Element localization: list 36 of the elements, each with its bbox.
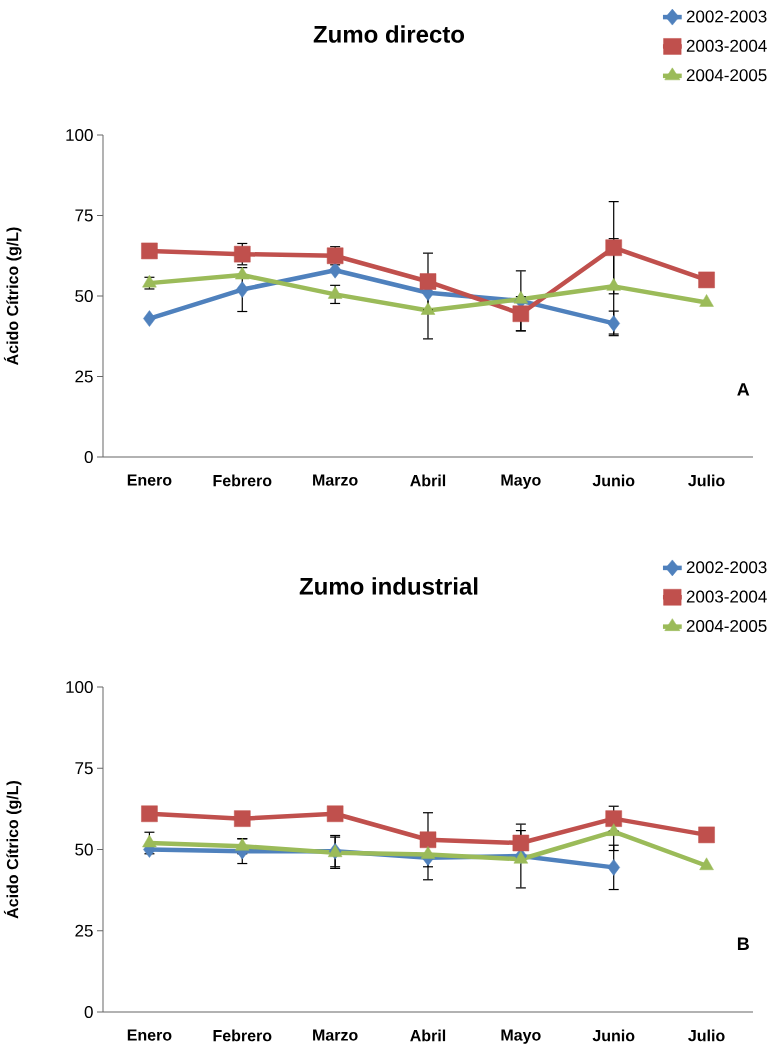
legend-label: 2002-2003 [686,561,767,574]
chart-title: Zumo industrial [299,577,478,595]
x-tick-label: Enero [127,1029,172,1041]
y-tick-label: 0 [84,1005,93,1019]
legend-label: 2002-2003 [686,10,767,23]
x-tick-label: Mayo [501,474,541,489]
y-axis-title: Ácido Cítrico (g/L) [3,227,22,365]
y-tick-label: 25 [75,370,93,383]
legend-label: 2003-2004 [686,39,767,52]
chart-title: Zumo directo [313,25,465,43]
annotation: A [737,383,750,396]
x-tick-label: Julio [688,1029,725,1042]
legend-label: 2004-2005 [686,69,767,82]
y-tick-label: 50 [75,289,93,303]
x-tick-label: Mayo [501,1029,541,1044]
y-tick-label: 50 [75,843,93,856]
y-tick-label: 0 [84,450,93,464]
y-tick-label: 100 [66,128,93,142]
x-tick-label: Junio [592,474,635,487]
x-tick-label: Abril [410,474,446,487]
y-tick-label: 75 [75,762,93,775]
x-tick-label: Abril [410,1029,446,1042]
x-tick-label: Febrero [213,1029,272,1042]
x-tick-label: Marzo [313,1029,358,1041]
y-tick-label: 75 [75,209,93,222]
x-tick-label: Julio [688,474,725,487]
x-tick-label: Marzo [313,474,358,486]
y-tick-label: 100 [66,680,93,694]
legend-label: 2004-2005 [686,619,767,632]
y-axis-title: Ácido Cítrico (g/L) [3,780,22,919]
x-tick-label: Junio [592,1029,635,1042]
annotation: B [737,937,749,950]
legend-label: 2003-2004 [686,590,767,603]
x-tick-label: Enero [127,474,172,486]
y-tick-label: 25 [75,924,93,937]
x-tick-label: Febrero [213,474,272,487]
